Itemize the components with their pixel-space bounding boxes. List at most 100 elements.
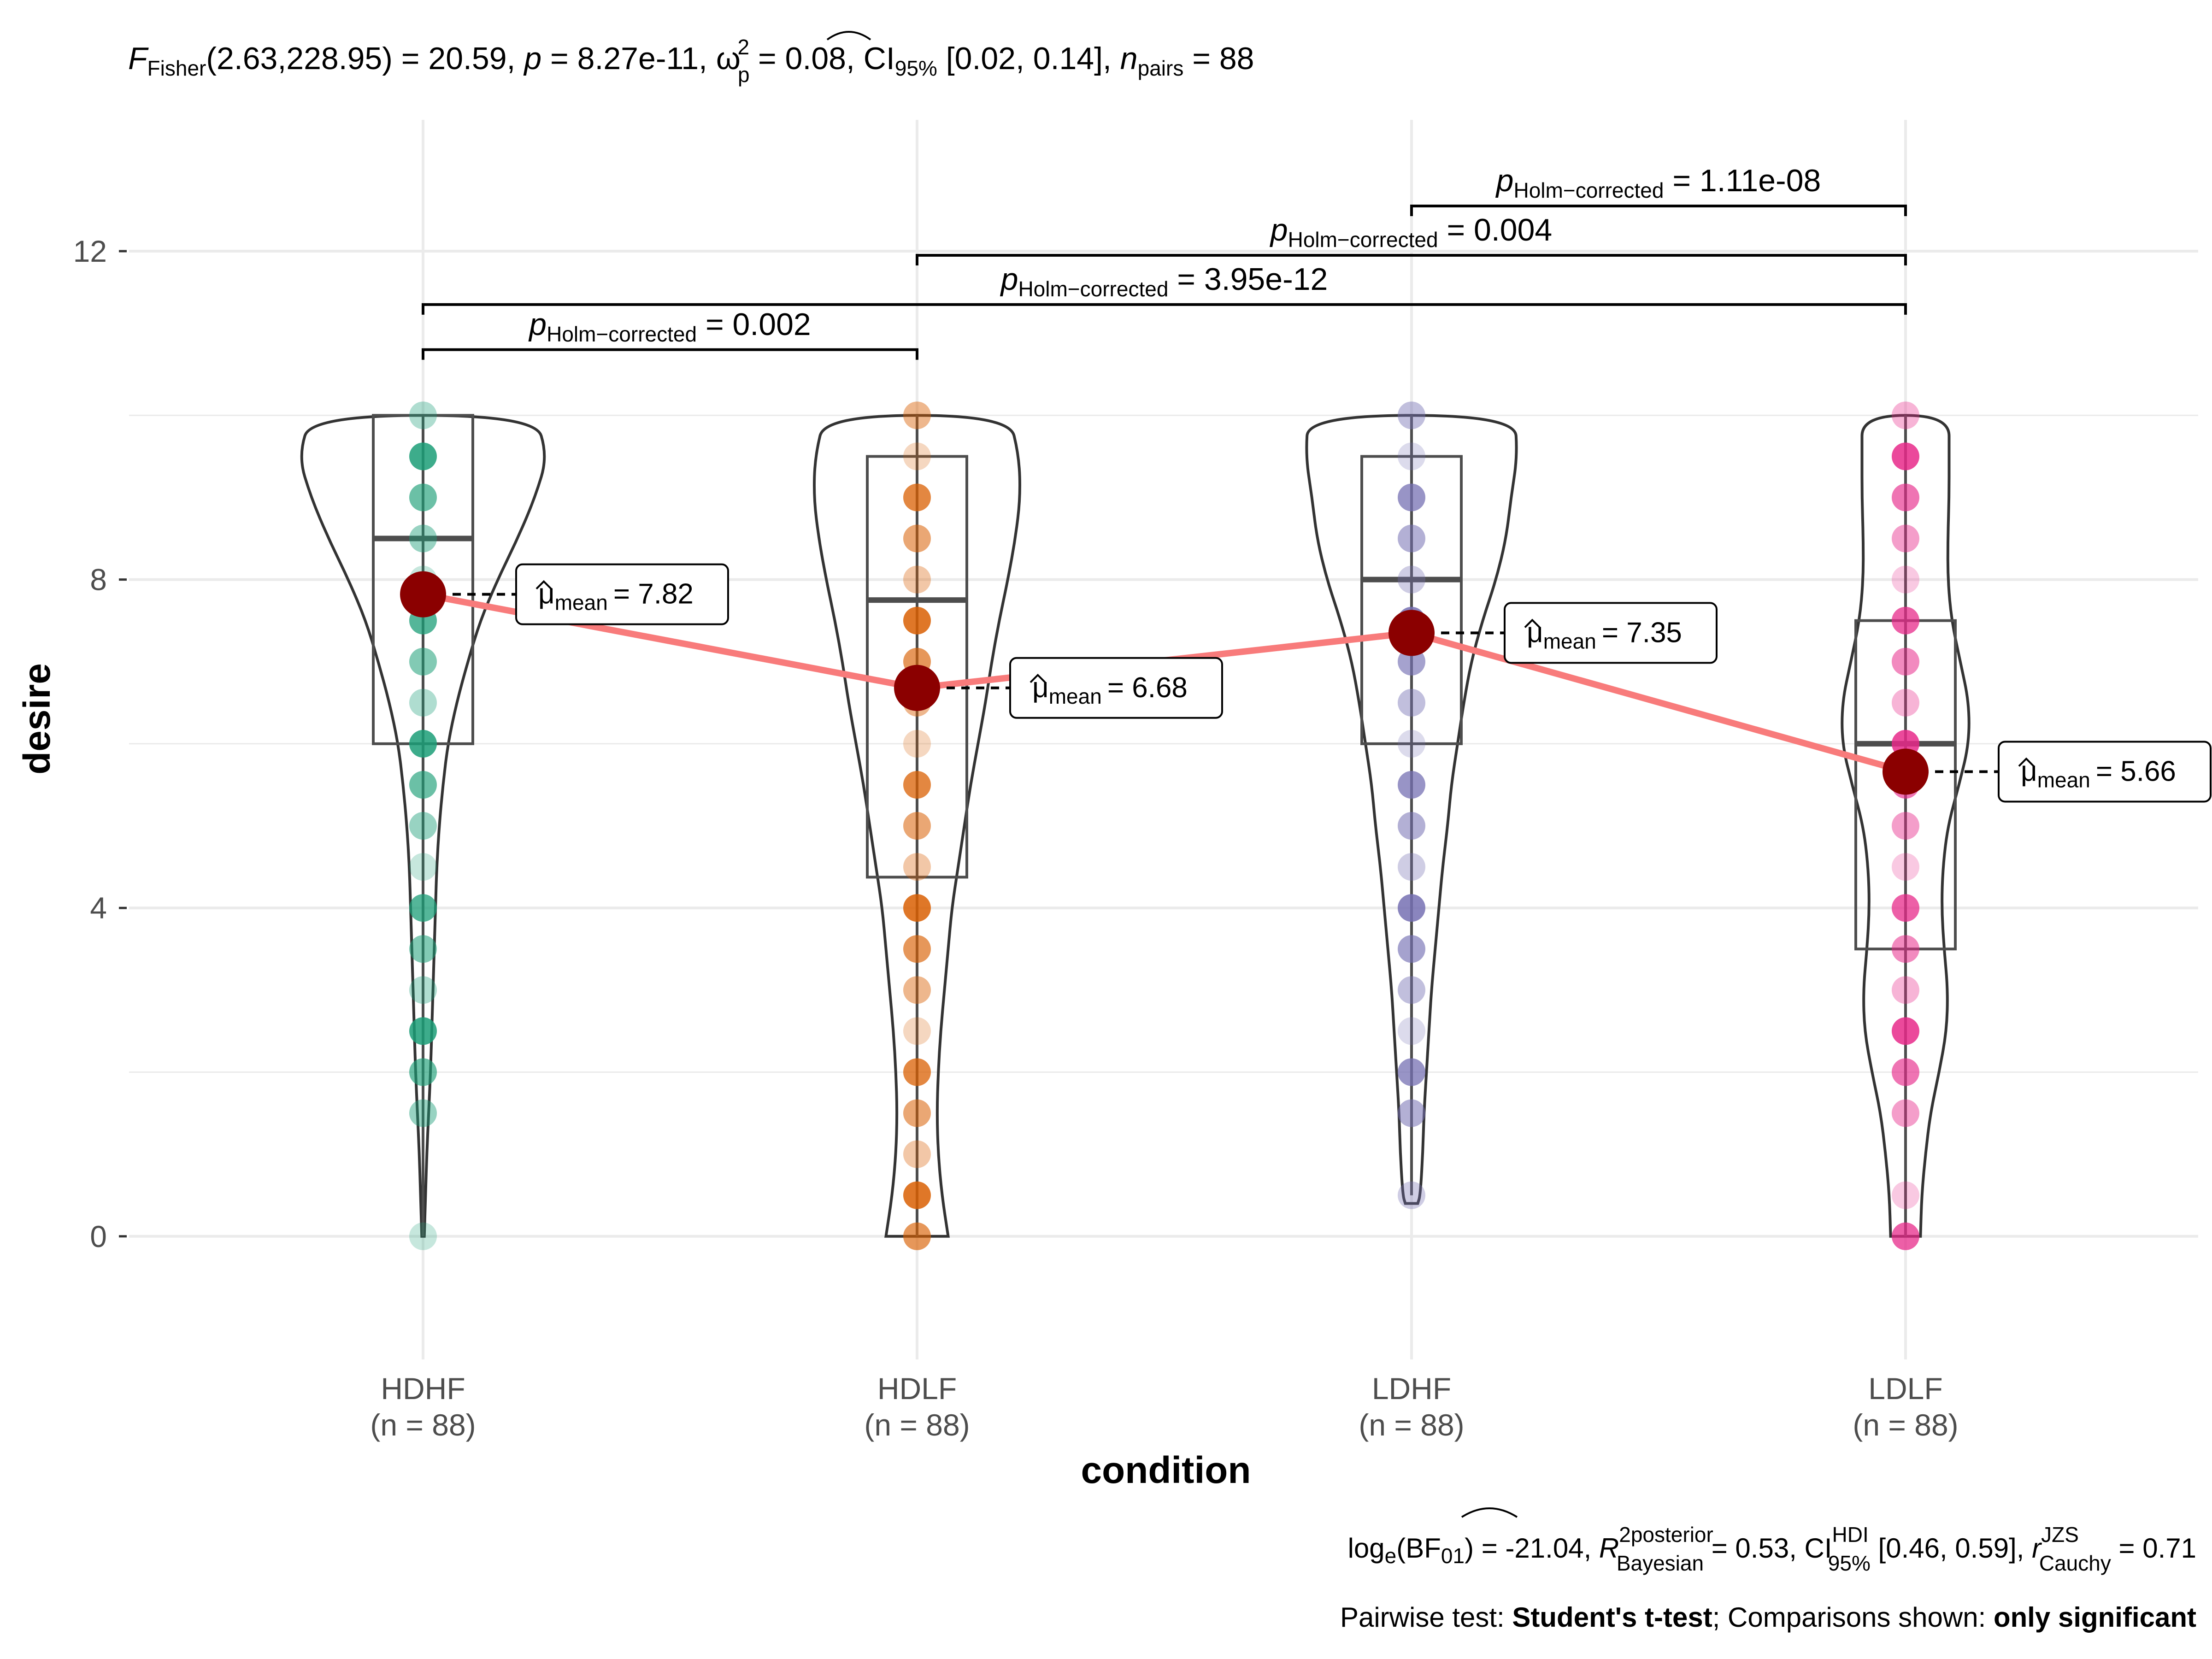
x-tick-n-label: (n = 88) xyxy=(1853,1408,1958,1442)
data-point xyxy=(1892,401,1919,429)
data-point xyxy=(903,1058,931,1086)
data-point xyxy=(903,1099,931,1127)
data-point xyxy=(409,894,437,922)
data-point xyxy=(1892,647,1919,676)
comparison-label: pHolm−corrected = 0.004 xyxy=(1270,212,1552,252)
mean-label-box xyxy=(515,563,729,625)
data-point xyxy=(409,688,437,717)
x-tick-label: HDHF xyxy=(381,1371,465,1406)
violin-hdlf xyxy=(812,414,1022,1238)
data-point xyxy=(1892,565,1919,594)
comparison-label: pHolm−corrected = 1.11e-08 xyxy=(1495,163,1821,202)
data-point xyxy=(1398,442,1425,471)
data-point xyxy=(1398,1017,1425,1045)
mean-label-box xyxy=(1504,602,1718,664)
data-point xyxy=(1398,853,1425,881)
mean-label: μmean = 7.35 xyxy=(1527,617,1682,653)
data-point xyxy=(903,771,931,799)
omega-symbol: ω xyxy=(716,41,741,76)
data-point xyxy=(903,1222,931,1250)
data-point xyxy=(409,729,437,758)
data-point xyxy=(1892,853,1919,881)
data-point xyxy=(1398,894,1425,922)
mean-hat-icon xyxy=(1524,618,1541,628)
data-point xyxy=(1398,565,1425,594)
violin-ldhf xyxy=(1305,414,1518,1205)
violin-ldlf xyxy=(1841,414,1971,1238)
data-point xyxy=(1398,976,1425,1004)
data-point xyxy=(1892,1099,1919,1127)
x-tick-n-label: (n = 88) xyxy=(1359,1408,1464,1442)
data-point xyxy=(409,442,437,471)
data-point xyxy=(1892,1222,1919,1250)
data-point xyxy=(1398,401,1425,429)
data-point xyxy=(409,1099,437,1127)
data-point xyxy=(1398,524,1425,553)
x-tick-n-label: (n = 88) xyxy=(370,1408,476,1442)
comparison-bracket xyxy=(1410,205,1907,217)
point-layer xyxy=(409,401,1919,1250)
mean-hat-icon xyxy=(535,580,552,590)
data-point xyxy=(1892,935,1919,963)
data-point xyxy=(1398,771,1425,799)
data-point xyxy=(1398,729,1425,758)
r2-hat-icon xyxy=(1461,1507,1518,1518)
mean-point xyxy=(400,571,446,618)
x-tick-n-label: (n = 88) xyxy=(864,1408,970,1442)
caption-bayes: loge(BF01) = -21.04, R2posterior Bayesian… xyxy=(1348,1523,2196,1575)
comparison-bracket xyxy=(422,348,918,360)
data-point xyxy=(903,442,931,471)
data-point xyxy=(409,812,437,840)
data-point xyxy=(409,647,437,676)
caption-pairwise: Pairwise test: Student's t-test; Compari… xyxy=(1340,1602,2196,1633)
data-point xyxy=(903,976,931,1004)
comparison-bracket xyxy=(422,303,1907,315)
data-point xyxy=(1892,483,1919,512)
data-point xyxy=(409,935,437,963)
x-tick-label: LDHF xyxy=(1372,1371,1451,1406)
data-point xyxy=(1892,606,1919,635)
mean-point xyxy=(1883,748,1929,795)
data-point xyxy=(1398,812,1425,840)
violin-layer xyxy=(300,414,1971,1238)
comparison-layer: pHolm−corrected = 0.002 pHolm−corrected =… xyxy=(422,163,1907,360)
data-point xyxy=(1892,894,1919,922)
data-point xyxy=(903,565,931,594)
data-point xyxy=(903,812,931,840)
y-tick-label: 0 xyxy=(90,1219,107,1253)
data-point xyxy=(903,935,931,963)
data-point xyxy=(409,771,437,799)
y-tick-label: 8 xyxy=(90,563,107,597)
data-point xyxy=(1892,1181,1919,1209)
data-point xyxy=(409,1222,437,1250)
data-point xyxy=(1398,1181,1425,1209)
mean-point xyxy=(1388,610,1435,656)
box-ldhf xyxy=(1360,455,1463,745)
data-point xyxy=(903,483,931,512)
data-point xyxy=(1892,976,1919,1004)
data-point xyxy=(1892,1017,1919,1045)
comparison-bracket xyxy=(916,253,1907,265)
x-tick-label: HDLF xyxy=(877,1371,957,1406)
data-point xyxy=(409,1017,437,1045)
box-layer xyxy=(372,414,1957,1236)
y-axis-title: desire xyxy=(16,663,58,775)
box-hdlf xyxy=(866,455,968,879)
data-point xyxy=(409,483,437,512)
data-point xyxy=(903,1140,931,1168)
comparison-label: pHolm−corrected = 3.95e-12 xyxy=(1000,262,1328,301)
data-point xyxy=(1398,483,1425,512)
mean-label-box xyxy=(1998,741,2212,803)
data-point xyxy=(409,976,437,1004)
x-axis-title: condition xyxy=(1081,1449,1251,1491)
data-point xyxy=(1398,1058,1425,1086)
data-point xyxy=(903,894,931,922)
x-tick-label: LDLF xyxy=(1868,1371,1942,1406)
comparison-label: pHolm−corrected = 0.002 xyxy=(528,307,811,346)
data-point xyxy=(903,1181,931,1209)
data-point xyxy=(1892,442,1919,471)
mean-label-box xyxy=(1009,657,1223,719)
